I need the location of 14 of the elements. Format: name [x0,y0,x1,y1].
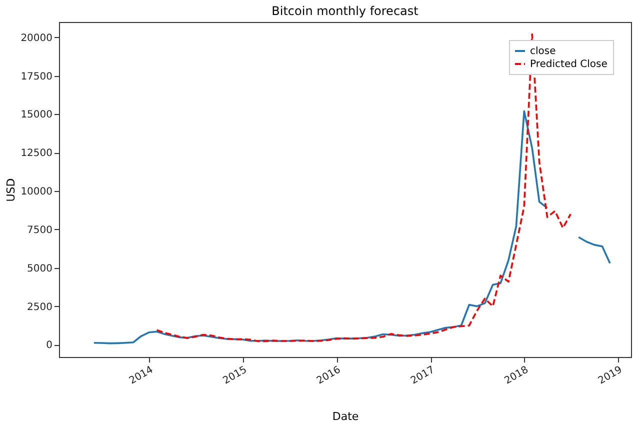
y-tick-label: 20000 [20,32,52,44]
x-axis-title: Date [332,410,359,423]
y-tick-label: 12500 [20,148,52,160]
y-tick-label: 17500 [20,71,52,82]
legend-label: Predicted Close [530,59,608,70]
legend-label: close [530,46,556,57]
y-tick-label: 2500 [27,302,52,313]
y-tick-label: 7500 [27,224,52,236]
y-tick-label: 10000 [20,186,52,198]
y-tick-label: 15000 [20,110,52,121]
y-tick-label: 5000 [27,263,52,274]
y-axis-title: USD [4,178,18,202]
y-tick-label: 0 [46,340,52,352]
chart-title: Bitcoin monthly forecast [272,4,419,18]
